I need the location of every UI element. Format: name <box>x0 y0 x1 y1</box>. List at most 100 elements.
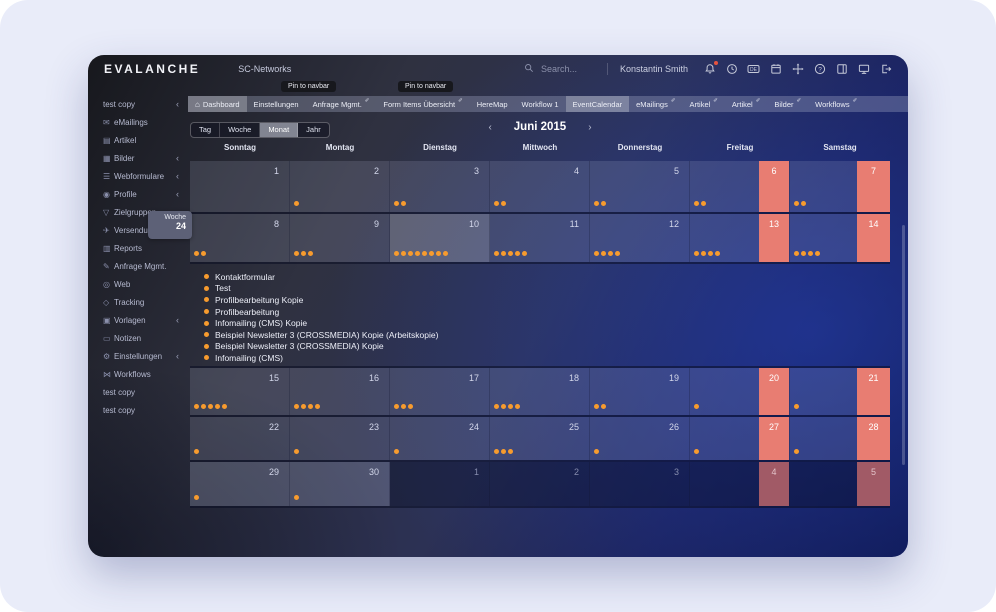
logout-icon[interactable] <box>879 63 892 76</box>
view-button-jahr[interactable]: Jahr <box>306 125 321 134</box>
prev-month-arrow-icon[interactable]: ‹ <box>488 121 492 133</box>
weekend-day-cell[interactable]: 7 <box>790 161 890 212</box>
tab-bar: ⌂ Dashboard Einstellungen Anfrage Mgmt. ✐ For… <box>188 96 908 112</box>
sidebar-item-bilder[interactable]: ▦ Bilder ‹ <box>88 149 188 167</box>
day-cell[interactable]: 17 <box>390 368 490 415</box>
day-number: 16 <box>368 373 379 383</box>
sidebar-item-webformulare[interactable]: ☰ Webformulare ‹ <box>88 167 188 185</box>
tab-artikel[interactable]: Artikel ✐ <box>682 96 724 112</box>
history-icon[interactable] <box>725 63 738 76</box>
search-box[interactable] <box>524 60 595 78</box>
weekend-day-cell[interactable]: 20 <box>690 368 790 415</box>
sidebar-item-workflows[interactable]: ⋈ Workflows <box>88 365 188 383</box>
view-button-monat[interactable]: Monat <box>260 122 299 137</box>
tab-workflows[interactable]: Workflows ✐ <box>808 96 864 112</box>
day-cell[interactable]: 18 <box>490 368 590 415</box>
event-item[interactable]: Kontaktformular <box>204 271 890 283</box>
day-cell[interactable]: 23 <box>290 417 390 460</box>
day-number: 3 <box>473 166 479 176</box>
bell-icon[interactable] <box>703 60 718 76</box>
sidebar-item-notizen[interactable]: ▭ Notizen <box>88 329 188 347</box>
day-cell[interactable]: 29 <box>190 462 290 506</box>
sidebar-item-profile[interactable]: ◉ Profile ‹ <box>88 185 188 203</box>
move-icon[interactable] <box>791 63 804 76</box>
sidebar-item-test-copy[interactable]: test copy <box>88 401 188 419</box>
day-cell[interactable]: 11 <box>490 214 590 262</box>
day-cell[interactable]: 30 <box>290 462 390 506</box>
sidebar-item-einstellungen[interactable]: ⚙ Einstellungen ‹ <box>88 347 188 365</box>
tab-bilder[interactable]: Bilder ✐ <box>767 96 808 112</box>
search-input[interactable] <box>538 63 595 75</box>
day-cell[interactable]: 19 <box>590 368 690 415</box>
help-icon[interactable]: ? <box>813 63 826 76</box>
next-month-arrow-icon[interactable]: › <box>588 121 592 133</box>
sidebar-item-artikel[interactable]: ▤ Artikel <box>88 131 188 149</box>
day-cell[interactable]: 1 <box>190 161 290 212</box>
day-cell[interactable]: 15 <box>190 368 290 415</box>
sidebar-item-tracking[interactable]: ◇ Tracking <box>88 293 188 311</box>
sidebar-item-zielgruppen[interactable]: ▽ Zielgruppen <box>88 203 188 221</box>
day-cell[interactable]: 12 <box>590 214 690 262</box>
event-item[interactable]: Infomailing (CMS) Kopie <box>204 317 890 329</box>
sidebar-item-reports[interactable]: ▥ Reports <box>88 239 188 257</box>
day-cell[interactable]: 8 <box>190 214 290 262</box>
weekend-day-cell[interactable]: 6 <box>690 161 790 212</box>
sidebar-item-emailings[interactable]: ✉ eMailings <box>88 113 188 131</box>
tab-emailings[interactable]: eMailings ✐ <box>629 96 682 112</box>
day-cell[interactable]: 10 <box>390 214 490 262</box>
sidebar-item-web[interactable]: ◎ Web <box>88 275 188 293</box>
event-dot-icon <box>501 404 506 409</box>
weekend-day-cell[interactable]: 21 <box>790 368 890 415</box>
view-button-woche[interactable]: Woche <box>220 122 261 137</box>
weekend-day-cell[interactable]: 14 <box>790 214 890 262</box>
pin-to-navbar-tooltip: Pin to navbar <box>281 81 337 92</box>
day-cell[interactable]: 9 <box>290 214 390 262</box>
view-button-tag[interactable]: Tag <box>191 122 221 137</box>
event-item[interactable]: Profilbearbeitung Kopie <box>204 294 890 306</box>
day-cell[interactable]: 5 <box>590 161 690 212</box>
event-item[interactable]: Test <box>204 283 890 295</box>
week-row: 29 30 1 2 3 4 5 <box>190 462 890 508</box>
tab-dashboard[interactable]: ⌂ Dashboard <box>188 96 247 112</box>
day-cell[interactable]: 22 <box>190 417 290 460</box>
tab-anfrage-mgmt[interactable]: Anfrage Mgmt. ✐ <box>306 96 377 112</box>
day-cell[interactable]: 16 <box>290 368 390 415</box>
tab-einstellungen[interactable]: Einstellungen <box>247 96 306 112</box>
web-icon: ◎ <box>103 279 110 289</box>
event-dot-icon <box>394 251 399 256</box>
tab-heremap[interactable]: HereMap <box>470 96 515 112</box>
day-cell[interactable]: 4 <box>490 161 590 212</box>
event-item[interactable]: Infomailing (CMS) <box>204 352 890 364</box>
calendar-icon[interactable] <box>769 63 782 76</box>
scrollbar[interactable] <box>902 225 905 465</box>
weekend-day-cell[interactable]: 4 <box>690 462 790 506</box>
day-cell[interactable]: 24 <box>390 417 490 460</box>
sidebar-item-anfrage-mgmt[interactable]: ✎ Anfrage Mgmt. <box>88 257 188 275</box>
day-cell[interactable]: 3 <box>390 161 490 212</box>
weekend-day-cell[interactable]: 27 <box>690 417 790 460</box>
weekend-day-cell[interactable]: 5 <box>790 462 890 506</box>
user-name[interactable]: Konstantin Smith <box>619 64 688 74</box>
event-item[interactable]: Beispiel Newsletter 3 (CROSSMEDIA) Kopie <box>204 341 890 353</box>
event-item[interactable]: Beispiel Newsletter 3 (CROSSMEDIA) Kopie… <box>204 329 890 341</box>
tab-artikel[interactable]: Artikel ✐ <box>725 96 767 112</box>
event-item[interactable]: Profilbearbeitung <box>204 306 890 318</box>
tab-form-items-bersicht[interactable]: Form Items Übersicht ✐ <box>376 96 469 112</box>
day-cell[interactable]: 1 <box>390 462 490 506</box>
language-de-icon[interactable]: DE <box>747 63 760 76</box>
layout-icon[interactable] <box>835 63 848 76</box>
day-cell[interactable]: 2 <box>290 161 390 212</box>
tab-eventcalendar[interactable]: EventCalendar <box>565 96 630 112</box>
day-cell[interactable]: 26 <box>590 417 690 460</box>
monitor-icon[interactable] <box>857 63 870 76</box>
sidebar-item-test-copy[interactable]: test copy ‹ <box>88 95 188 113</box>
sidebar-item-vorlagen[interactable]: ▣ Vorlagen ‹ <box>88 311 188 329</box>
day-cell[interactable]: 3 <box>590 462 690 506</box>
sidebar-item-test-copy[interactable]: test copy <box>88 383 188 401</box>
weekend-day-cell[interactable]: 28 <box>790 417 890 460</box>
day-cell[interactable]: 2 <box>490 462 590 506</box>
day-cell[interactable]: 25 <box>490 417 590 460</box>
weekend-day-cell[interactable]: 13 <box>690 214 790 262</box>
weekend-marker: 28 <box>857 417 890 460</box>
tab-workflow-1[interactable]: Workflow 1 <box>515 96 566 112</box>
